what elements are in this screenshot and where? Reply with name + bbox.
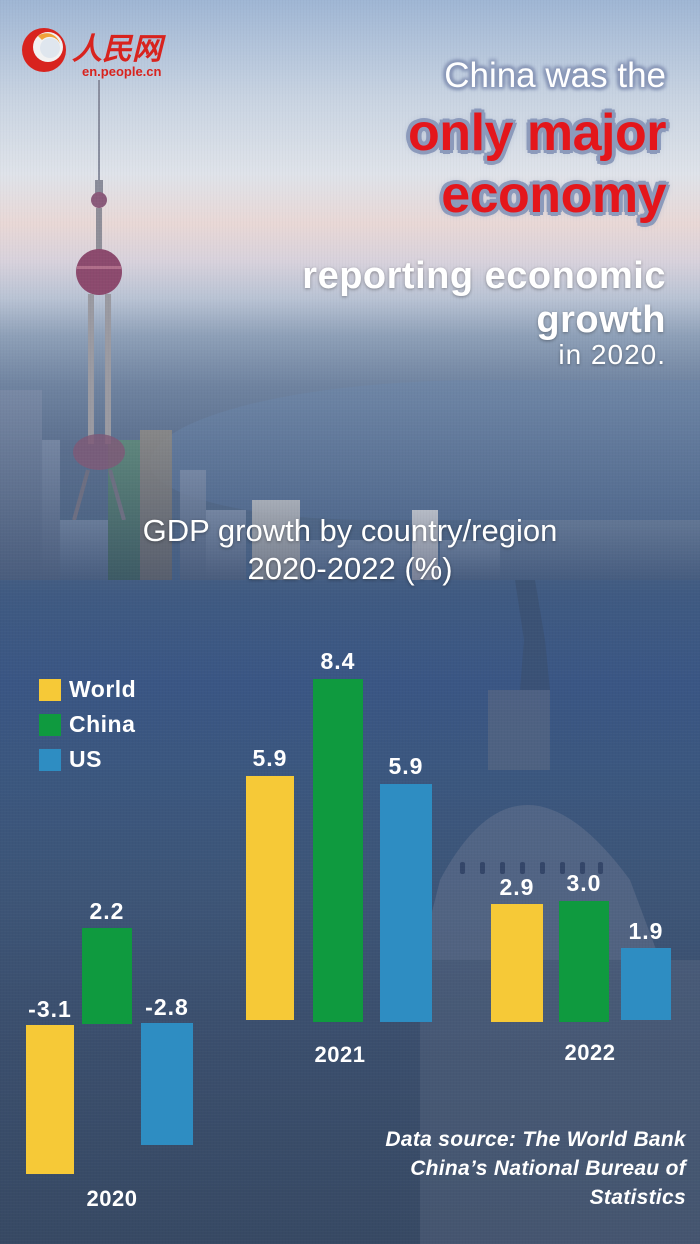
- headline-line-5: growth: [536, 299, 666, 341]
- bar-world-2022: [491, 904, 543, 1022]
- legend-label-china: China: [69, 711, 136, 737]
- legend-label-us: US: [69, 746, 102, 772]
- oriental-pearl-tower-illustration: [72, 80, 126, 520]
- bar-us-2021: [380, 784, 432, 1022]
- value-label-world-2021: 5.9: [252, 745, 288, 771]
- chart-title-line-1: GDP growth by country/region: [142, 513, 558, 548]
- legend-item-us: US: [39, 742, 136, 777]
- source-line-2: China’s National Bureau of: [410, 1157, 686, 1180]
- value-label-world-2022: 2.9: [499, 874, 535, 900]
- legend-swatch-world: [39, 678, 61, 701]
- value-label-us-2020: -2.8: [145, 994, 189, 1020]
- year-label-2021: 2021: [314, 1042, 366, 1067]
- chart-title: GDP growth by country/region 2020-2022 (…: [0, 512, 700, 588]
- legend-item-world: World: [39, 672, 136, 707]
- legend-label-world: World: [69, 676, 137, 702]
- bar-china-2021: [313, 679, 363, 1022]
- source-line-1: Data source: The World Bank: [385, 1128, 686, 1151]
- chart-legend: World China US: [39, 672, 136, 777]
- headline-line-4: reporting economic: [302, 255, 666, 297]
- value-label-world-2020: -3.1: [28, 996, 72, 1022]
- value-label-china-2020: 2.2: [89, 898, 125, 924]
- value-label-china-2021: 8.4: [320, 648, 356, 674]
- headline-line-3: economy: [441, 166, 666, 224]
- headline-line-6: in 2020.: [558, 339, 666, 370]
- legend-swatch-china: [39, 713, 61, 736]
- value-label-us-2022: 1.9: [628, 918, 664, 944]
- headline: China was the only major economy reporti…: [302, 58, 666, 369]
- source-line-3: Statistics: [589, 1186, 686, 1209]
- legend-item-china: China: [39, 707, 136, 742]
- people-daily-logo: 人民网 en.people.cn: [20, 26, 162, 79]
- chart-title-line-2: 2020-2022 (%): [247, 551, 453, 586]
- legend-swatch-us: [39, 748, 61, 771]
- bar-world-2020: [26, 1025, 74, 1174]
- logo-domain-text: en.people.cn: [82, 64, 162, 79]
- bar-us-2022: [621, 948, 671, 1020]
- bar-china-2020: [82, 928, 132, 1024]
- data-source-note: Data source: The World Bank China’s Nati…: [385, 1125, 686, 1212]
- skyline-background: [0, 280, 700, 580]
- headline-line-2: only major: [408, 104, 666, 162]
- year-label-2020: 2020: [86, 1186, 138, 1211]
- year-label-2022: 2022: [564, 1040, 616, 1065]
- value-label-china-2022: 3.0: [566, 870, 602, 896]
- bar-us-2020: [141, 1023, 193, 1145]
- value-label-us-2021: 5.9: [388, 753, 424, 779]
- bar-china-2022: [559, 901, 609, 1022]
- bar-world-2021: [246, 776, 294, 1020]
- people-daily-logo-icon: [22, 28, 66, 72]
- logo-chinese-text: 人民网: [72, 32, 162, 67]
- headline-line-1: China was the: [444, 56, 666, 95]
